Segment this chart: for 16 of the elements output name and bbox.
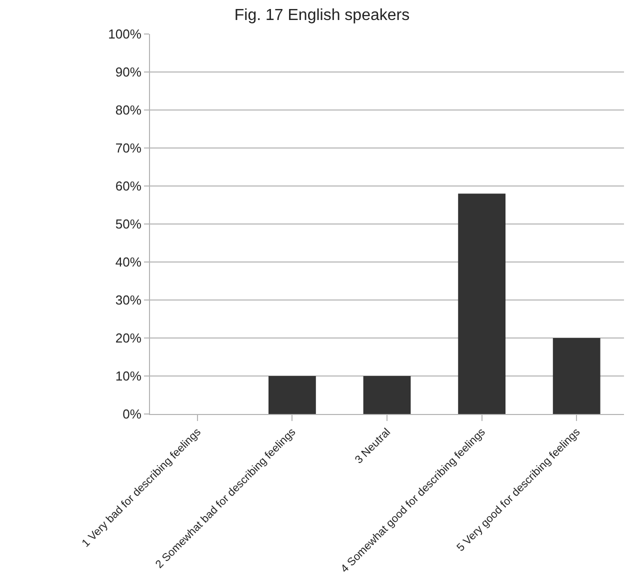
y-tick-label: 0% — [122, 406, 142, 422]
bar — [458, 194, 506, 414]
y-tick-label: 80% — [115, 102, 142, 118]
y-tick-label: 40% — [115, 254, 142, 270]
chart-title: Fig. 17 English speakers — [234, 7, 410, 24]
y-tick-label: 20% — [115, 330, 142, 346]
y-tick-label: 30% — [115, 292, 142, 308]
y-tick-label: 60% — [115, 178, 142, 194]
y-tick-label: 10% — [115, 368, 142, 384]
bar — [552, 338, 600, 414]
y-tick-label: 90% — [115, 64, 142, 80]
y-tick-label: 50% — [115, 216, 142, 232]
y-tick-label: 100% — [108, 26, 142, 42]
bar — [363, 376, 411, 414]
bar — [268, 376, 316, 414]
y-tick-label: 70% — [115, 140, 142, 156]
